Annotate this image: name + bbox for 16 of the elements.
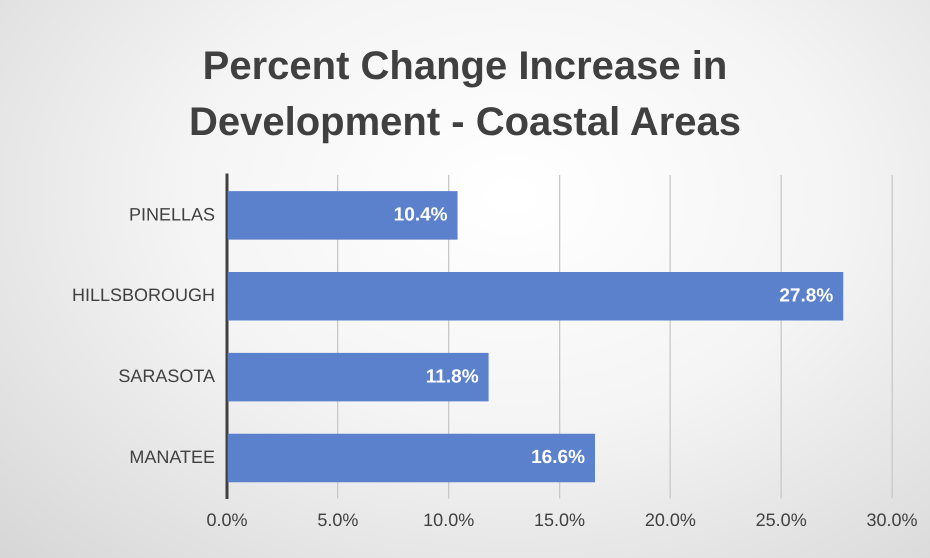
x-tick-label: 10.0% [423, 510, 474, 530]
x-tick-label: 25.0% [756, 510, 807, 530]
x-tick-label: 20.0% [644, 510, 696, 530]
data-label: 16.6% [531, 447, 586, 468]
data-label: 11.8% [426, 366, 479, 388]
x-tick-label: 5.0% [317, 510, 358, 530]
y-tick-label: HILLSBOROUGH [72, 285, 216, 306]
x-tick-label: 0.0% [206, 510, 248, 530]
data-label: 10.4% [394, 204, 448, 226]
x-tick-label: 15.0% [534, 510, 586, 530]
y-tick-label: SARASOTA [118, 366, 216, 386]
y-tick-label: PINELLAS [128, 204, 216, 224]
y-tick-label: MANATEE [129, 446, 216, 467]
x-tick-label: 30.0% [866, 510, 918, 530]
data-label: 27.8% [779, 286, 834, 307]
chart-title: Percent Change Increase in Development - Coastal Areas [188, 43, 742, 146]
